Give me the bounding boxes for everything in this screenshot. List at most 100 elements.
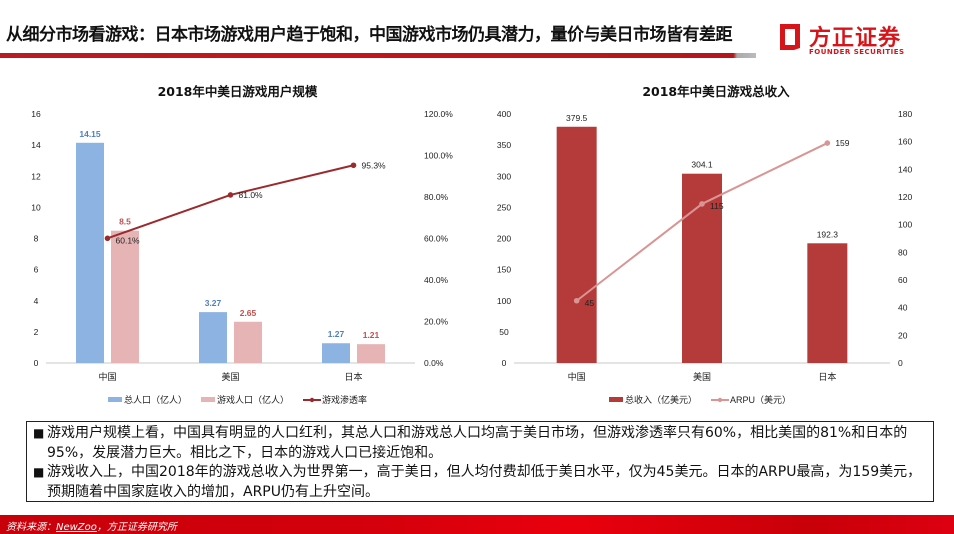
y-left-tick-label: 16 (31, 109, 41, 119)
revenue-chart-svg: 0 50 100 150 200 250 300 350 400 0 20 40 60 80 100 120 1… (497, 109, 913, 405)
legend-label: ARPU（美元） (730, 394, 791, 405)
line-point (699, 201, 705, 207)
legend-swatch (201, 397, 215, 402)
brand-name-en: FOUNDER SECURITIES (809, 48, 905, 56)
y-left-tick-label: 0 (502, 358, 507, 368)
source-suffix: ，方正证券研究所 (96, 522, 177, 533)
bar (322, 343, 350, 363)
y-right-tick-label: 20 (898, 330, 908, 340)
legend-label: 游戏渗透率 (322, 394, 367, 405)
footer-bar: 资料来源：NewZoo，方正证券研究所 (0, 515, 954, 534)
legend-marker (309, 397, 315, 403)
page-title: 从细分市场看游戏：日本市场游戏用户趋于饱和，中国游戏市场仍具潜力，量价与美日市场… (6, 25, 733, 45)
y-left-tick-label: 14 (31, 140, 41, 150)
bar (111, 230, 139, 363)
bar (76, 142, 104, 363)
legend-marker (717, 397, 723, 403)
y-left-tick-label: 0 (34, 358, 39, 368)
y-right-tick-label: 100.0% (424, 151, 453, 161)
user-scale-chart: 2018年中美日游戏用户规模 0 2 4 6 8 10 12 14 16 0.0% 20.0% 40.… (0, 75, 475, 415)
chart-title: 2018年中美日游戏总收入 (642, 84, 790, 99)
legend-swatch (609, 397, 623, 402)
y-left-tick-label: 2 (34, 327, 39, 337)
x-tick-label: 美国 (221, 371, 239, 382)
bar-data-label: 192.3 (817, 229, 839, 239)
y-left-tick-label: 250 (497, 202, 511, 212)
brand-name-cn: 方正证券 (809, 26, 902, 51)
line-data-label: 81.0% (239, 190, 264, 200)
brand-logo: 方正证券 FOUNDER SECURITIES (778, 18, 954, 58)
line-point (104, 235, 111, 242)
legend-label: 总人口（亿人） (124, 394, 187, 405)
bullet-square-icon: ■ (33, 426, 45, 440)
x-tick-label: 日本 (818, 371, 836, 382)
bar-data-label: 1.21 (363, 330, 380, 340)
y-left-tick-label: 350 (497, 140, 511, 150)
summary-text: 游戏用户规模上看，中国具有明显的人口红利，其总人口和游戏总人口均高于美日市场，但… (47, 425, 908, 461)
y-left-tick-label: 6 (34, 265, 39, 275)
y-right-tick-label: 140 (898, 164, 912, 174)
bar-data-label: 8.5 (119, 217, 131, 227)
bar-data-label: 379.5 (566, 113, 588, 123)
bar (234, 321, 262, 363)
legend-swatch (108, 397, 122, 402)
line-data-label: 159 (835, 138, 849, 148)
x-tick-label: 中国 (568, 371, 586, 382)
legend-label: 总收入（亿美元） (625, 394, 697, 405)
y-left-tick-label: 150 (497, 265, 511, 275)
source-link[interactable]: NewZoo (56, 522, 97, 533)
bar-data-label: 1.27 (328, 329, 345, 339)
bar (807, 243, 848, 363)
x-tick-label: 美国 (693, 371, 711, 382)
bar (556, 126, 597, 363)
y-left-tick-label: 10 (31, 202, 41, 212)
summary-box: ■ 游戏用户规模上看，中国具有明显的人口红利，其总人口和游戏总人口均高于美日市场… (26, 421, 934, 502)
line-point (824, 140, 831, 146)
line-point (227, 192, 234, 198)
y-right-tick-label: 60 (898, 275, 908, 285)
chart-title: 2018年中美日游戏用户规模 (157, 84, 318, 99)
line-data-label: 95.3% (362, 160, 387, 170)
y-left-tick-label: 400 (497, 109, 511, 119)
summary-bullet: ■ 游戏用户规模上看，中国具有明显的人口红利，其总人口和游戏总人口均高于美日市场… (33, 424, 927, 463)
y-right-tick-label: 40 (898, 303, 908, 313)
y-right-tick-label: 120.0% (424, 109, 453, 119)
bar (199, 312, 227, 363)
bar-data-label: 14.15 (79, 129, 101, 139)
y-right-tick-label: 100 (898, 220, 912, 230)
summary-text: 游戏收入上，中国2018年的游戏总收入为世界第一，高于美日，但人均付费却低于美日… (47, 464, 922, 500)
y-left-tick-label: 100 (497, 296, 511, 306)
bar-data-label: 3.27 (205, 298, 222, 308)
bar-data-label: 2.65 (240, 308, 257, 318)
y-right-tick-label: 180 (898, 109, 912, 119)
line-data-label: 115 (710, 201, 724, 211)
user-scale-chart-svg: 0 2 4 6 8 10 12 14 16 0.0% 20.0% 40.0% 60.0% 80.0% 100… (31, 109, 453, 405)
revenue-chart: 2018年中美日游戏总收入 0 50 100 150 200 250 300 350 400 0 2… (478, 75, 954, 415)
y-right-tick-label: 160 (898, 137, 912, 147)
source-prefix: 资料来源： (6, 522, 56, 533)
y-right-tick-label: 80 (898, 247, 908, 257)
line-data-label: 45 (585, 298, 595, 308)
y-right-tick-label: 60.0% (424, 234, 449, 244)
line-point (573, 297, 580, 304)
title-divider (0, 53, 756, 58)
x-tick-label: 中国 (98, 371, 116, 382)
y-left-tick-label: 200 (497, 234, 511, 244)
bar-data-label: 304.1 (691, 160, 713, 170)
y-left-tick-label: 50 (499, 327, 509, 337)
bullet-square-icon: ■ (33, 465, 45, 479)
y-right-tick-label: 120 (898, 192, 912, 202)
source-note: 资料来源：NewZoo，方正证券研究所 (6, 518, 177, 533)
bar (357, 344, 385, 363)
summary-bullet: ■ 游戏收入上，中国2018年的游戏总收入为世界第一，高于美日，但人均付费却低于… (33, 463, 927, 502)
y-left-tick-label: 8 (34, 234, 39, 244)
line-point (350, 162, 357, 169)
x-tick-label: 日本 (344, 371, 362, 382)
series-line (107, 164, 354, 240)
y-right-tick-label: 0 (898, 358, 903, 368)
y-left-tick-label: 4 (34, 296, 39, 306)
line-data-label: 60.1% (116, 235, 141, 245)
y-right-tick-label: 0.0% (424, 358, 444, 368)
y-right-tick-label: 80.0% (424, 192, 449, 202)
legend-label: 游戏人口（亿人） (217, 394, 289, 405)
